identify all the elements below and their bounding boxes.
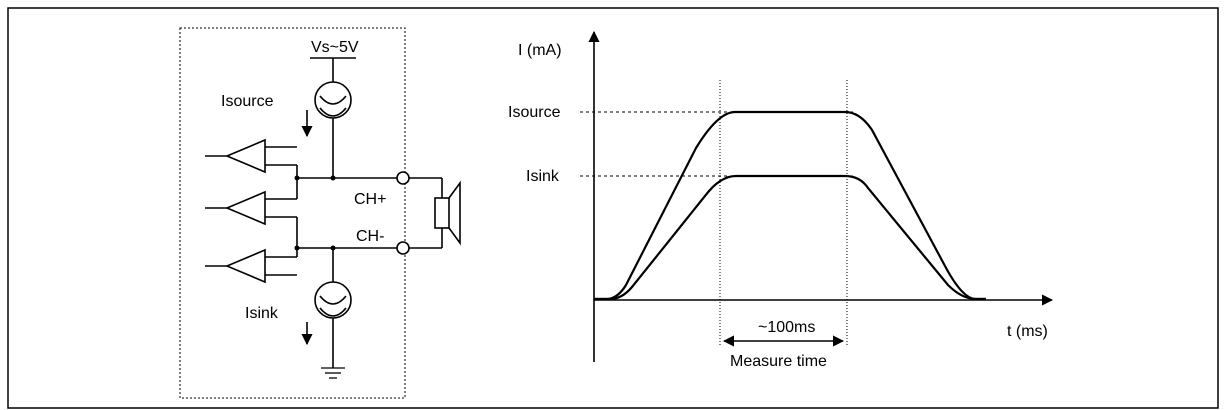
comparator-1-icon (205, 138, 297, 174)
supply-label: Vs~5V (311, 39, 359, 56)
interval-label: ~100ms (758, 319, 815, 336)
isource-level-label: Isource (508, 104, 561, 121)
isource-curve (594, 110, 986, 301)
junction-dots (294, 175, 336, 251)
speaker-icon (434, 180, 461, 246)
sink-current-source-icon (314, 281, 352, 319)
ch-minus-label: CH- (356, 228, 384, 245)
ground-icon (321, 367, 345, 379)
chip-boundary (179, 27, 406, 399)
measure-time-label: Measure time (730, 353, 827, 370)
circuit-diagram (179, 27, 461, 399)
ch-minus-pin-icon (396, 241, 410, 255)
ch-plus-label: CH+ (354, 191, 386, 208)
timing-plot (580, 30, 1054, 362)
comparator-3-icon (205, 248, 297, 284)
isource-circuit-label: Isource (221, 93, 274, 110)
isink-level-label: Isink (526, 168, 560, 185)
y-axis-label: I (mA) (518, 42, 562, 59)
comparator-2-icon (205, 190, 297, 226)
source-current-source-icon (314, 81, 352, 119)
outer-frame (7, 7, 1219, 409)
isink-curve (594, 174, 986, 301)
x-axis-label: t (ms) (1007, 323, 1048, 340)
ch-plus-pin-icon (396, 171, 410, 185)
isink-circuit-label: Isink (245, 305, 279, 322)
